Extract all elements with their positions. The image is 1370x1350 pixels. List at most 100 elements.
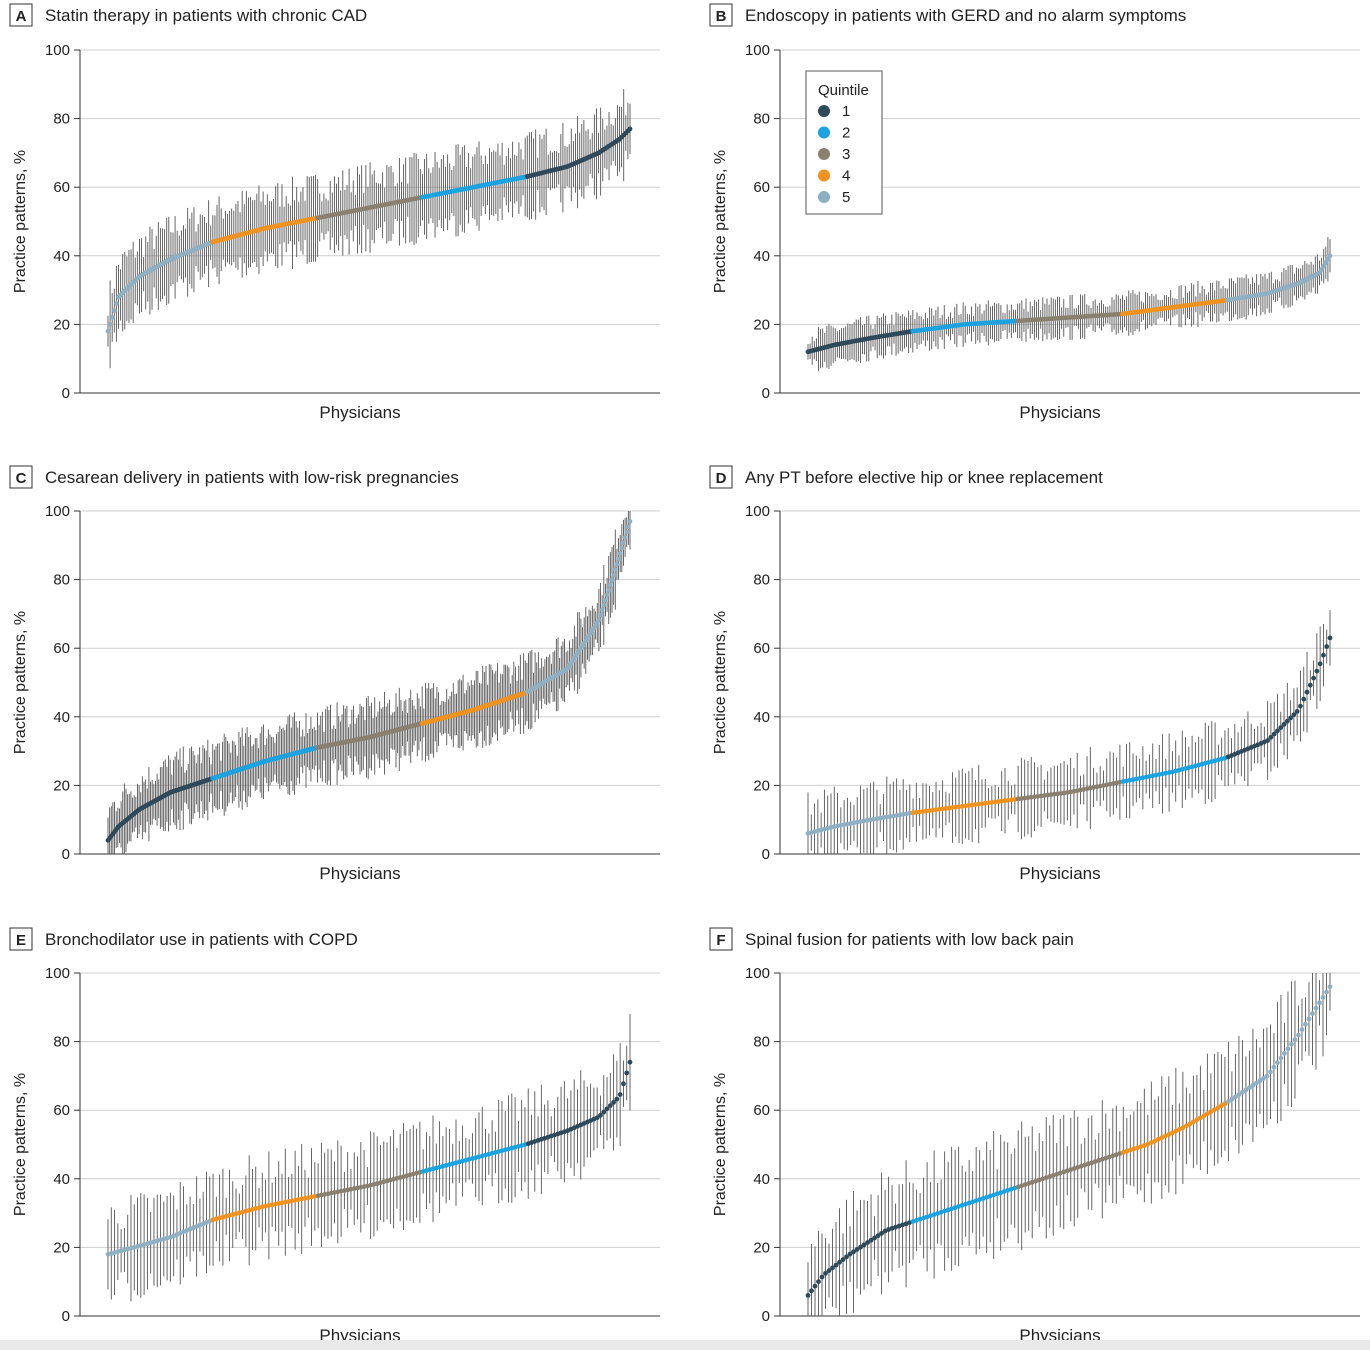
physician-point bbox=[1236, 1092, 1242, 1097]
physician-point bbox=[1285, 1046, 1291, 1052]
x-axis-label: Physicians bbox=[319, 864, 400, 883]
legend-title: Quintile bbox=[818, 82, 869, 99]
y-tick-label: 40 bbox=[53, 709, 70, 726]
chart-panel-e: E Bronchodilator use in patients with COP… bbox=[9, 927, 660, 1345]
physician-point bbox=[599, 607, 605, 613]
panel-letter-box bbox=[9, 927, 33, 951]
physician-point bbox=[601, 1109, 607, 1115]
physician-point bbox=[875, 1233, 881, 1239]
physician-point bbox=[1208, 1109, 1214, 1115]
y-tick-label: 100 bbox=[45, 42, 70, 59]
physician-point bbox=[1261, 1076, 1266, 1081]
panel-letter: E bbox=[16, 932, 26, 949]
y-tick-label: 100 bbox=[745, 42, 770, 59]
physician-point bbox=[1187, 1121, 1193, 1127]
physician-point bbox=[879, 1230, 884, 1236]
physician-point bbox=[868, 1237, 874, 1243]
physician-point bbox=[598, 1112, 603, 1118]
panel-title: Bronchodilator use in patients with COPD bbox=[45, 930, 358, 949]
physician-point bbox=[604, 592, 610, 598]
physician-point bbox=[1311, 675, 1316, 681]
physician-point bbox=[1271, 1064, 1277, 1070]
physician-point bbox=[1284, 718, 1290, 724]
physician-point bbox=[1226, 1099, 1231, 1104]
physician-point bbox=[611, 1099, 616, 1105]
physician-point bbox=[614, 561, 620, 567]
physician-point bbox=[1254, 1080, 1259, 1086]
y-tick-label: 0 bbox=[62, 846, 70, 863]
physician-point bbox=[616, 556, 621, 562]
panel-title: Cesarean delivery in patients with low-r… bbox=[45, 468, 459, 487]
physician-point bbox=[1319, 267, 1325, 272]
y-tick-label: 40 bbox=[53, 248, 70, 265]
physician-point bbox=[594, 1115, 600, 1121]
panel-letter: D bbox=[716, 470, 727, 487]
physician-point bbox=[113, 301, 119, 307]
bottom-edge-strip bbox=[0, 1340, 1370, 1350]
physician-point bbox=[1278, 1055, 1284, 1061]
legend-swatch-q3 bbox=[818, 148, 830, 160]
physician-point bbox=[1275, 1060, 1280, 1066]
legend-label: 1 bbox=[842, 103, 850, 120]
legend-label: 5 bbox=[842, 189, 850, 206]
physician-point bbox=[1268, 734, 1274, 740]
y-tick-label: 40 bbox=[753, 1171, 770, 1188]
y-tick-label: 20 bbox=[753, 316, 770, 333]
physician-point bbox=[621, 540, 626, 546]
physician-point bbox=[1296, 1032, 1301, 1038]
physician-point bbox=[111, 308, 117, 313]
y-tick-label: 60 bbox=[753, 640, 770, 657]
legend-label: 4 bbox=[842, 168, 850, 185]
y-tick-label: 80 bbox=[53, 111, 70, 128]
physician-point bbox=[624, 529, 630, 535]
physician-point bbox=[604, 1106, 610, 1112]
y-tick-label: 40 bbox=[53, 1171, 70, 1188]
physician-point bbox=[1299, 1027, 1305, 1033]
physician-point bbox=[611, 572, 617, 578]
physician-point bbox=[1301, 696, 1307, 702]
physician-point bbox=[1317, 661, 1323, 667]
physician-point bbox=[1282, 1051, 1287, 1056]
panel-letter: A bbox=[16, 8, 27, 25]
physician-point bbox=[1197, 1115, 1203, 1121]
data-points bbox=[105, 1059, 633, 1257]
y-tick-label: 0 bbox=[762, 385, 770, 402]
x-axis-label: Physicians bbox=[1019, 864, 1100, 883]
physician-point bbox=[617, 551, 623, 556]
physician-point bbox=[1292, 1037, 1298, 1043]
panel-letter-box bbox=[709, 465, 733, 489]
panel-letter-box bbox=[709, 927, 733, 951]
y-axis-label: Practice patterns, % bbox=[12, 1073, 29, 1216]
y-tick-label: 20 bbox=[53, 1239, 70, 1256]
physician-point bbox=[1320, 995, 1326, 1000]
y-axis-label: Practice patterns, % bbox=[712, 611, 729, 754]
y-tick-label: 80 bbox=[753, 1034, 770, 1051]
physician-point bbox=[1240, 1089, 1245, 1095]
y-tick-label: 20 bbox=[53, 316, 70, 333]
physician-point bbox=[614, 1096, 620, 1102]
physician-point bbox=[612, 567, 618, 573]
y-tick-label: 80 bbox=[753, 572, 770, 589]
physician-point bbox=[1229, 1096, 1235, 1102]
physician-point bbox=[1233, 1094, 1238, 1100]
physician-point bbox=[861, 1242, 867, 1248]
physician-point bbox=[621, 1081, 626, 1087]
y-tick-label: 60 bbox=[753, 1102, 770, 1119]
physician-point bbox=[1194, 1117, 1200, 1123]
data-points bbox=[805, 635, 1333, 836]
physician-point bbox=[1294, 709, 1300, 714]
physician-point bbox=[1324, 644, 1330, 649]
error-bars bbox=[107, 88, 631, 369]
physician-point bbox=[819, 1274, 825, 1280]
y-tick-label: 100 bbox=[45, 965, 70, 982]
physician-point bbox=[805, 1293, 811, 1298]
y-tick-label: 60 bbox=[53, 1102, 70, 1119]
physician-point bbox=[854, 1247, 860, 1252]
physician-point bbox=[1324, 989, 1329, 995]
physician-point bbox=[872, 1235, 877, 1241]
y-tick-label: 0 bbox=[762, 1308, 770, 1325]
physician-point bbox=[1289, 1041, 1294, 1047]
physician-point bbox=[809, 1288, 814, 1294]
physician-point bbox=[847, 1251, 853, 1257]
